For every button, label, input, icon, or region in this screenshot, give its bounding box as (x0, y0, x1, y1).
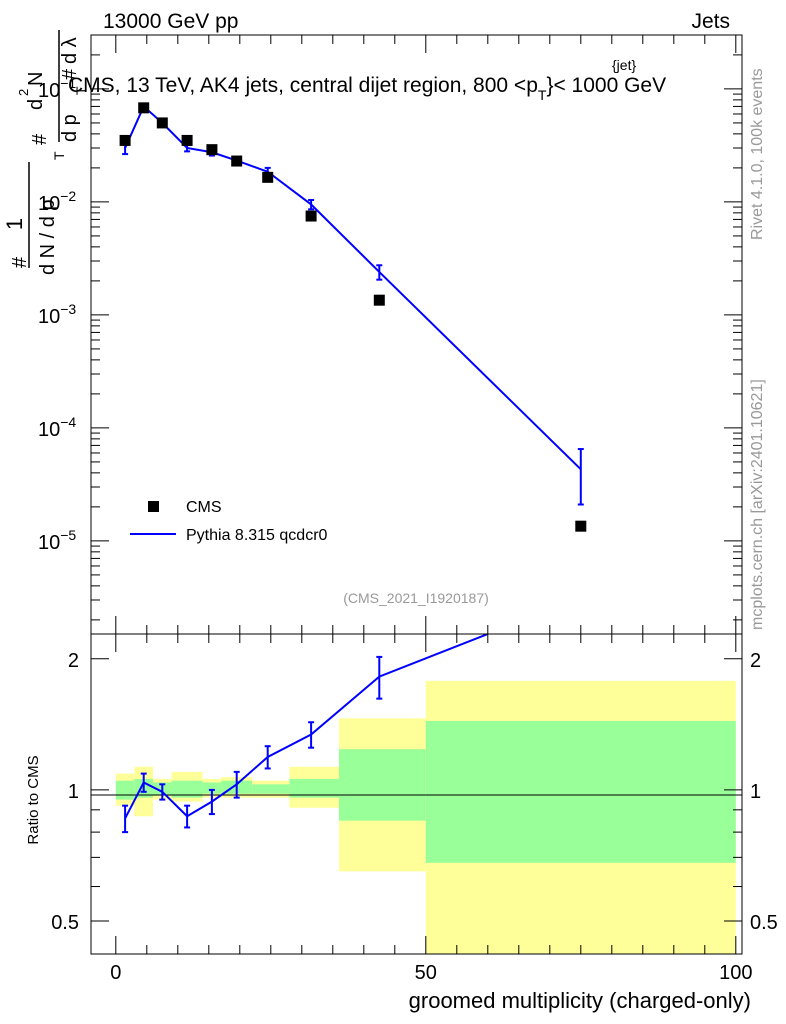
header-right: Jets (691, 10, 730, 33)
ratio-y-tick-labels: 0.5 0.5 1 1 2 2 (51, 650, 778, 934)
inner-band (289, 778, 339, 798)
ratio-y-axis-label: Ratio to CMS (25, 755, 42, 844)
uncertainty-bands (115, 680, 736, 954)
plot-title: CMS, 13 TeV, AK4 jets, central dijet reg… (68, 74, 666, 103)
legend-cms-label: CMS (186, 499, 222, 516)
y-tick-label: 10−1 (38, 75, 76, 102)
ylabel-dN: d N / d p (37, 199, 59, 275)
y-tick-label: 10−5 (38, 527, 76, 554)
inner-band (252, 784, 290, 794)
title-sub: T (538, 87, 547, 103)
y-tick-label: 10−3 (38, 301, 76, 328)
main-x-ticks (115, 35, 737, 634)
ratio-y-tick-label-left: 1 (68, 781, 79, 803)
main-y-ticks (91, 54, 742, 621)
y-tick-label: 10−4 (38, 414, 76, 441)
source-label: mcplots.cern.ch [arXiv:2401.10621] (749, 379, 766, 630)
cms-point (305, 210, 317, 222)
legend-cms-marker (148, 501, 159, 512)
ratio-series (122, 634, 489, 834)
cms-series (119, 102, 587, 532)
ratio-panel: 0.5 0.5 1 1 2 2 0 50 100 Ratio to CMS groomed m… (25, 633, 778, 1013)
main-y-axis-label: # 1 d N / d p T # d 2 N d p T # d λ (2, 30, 89, 275)
x-tick-label: 0 (110, 962, 121, 984)
cms-point (119, 134, 131, 146)
ylabel-T2: T (73, 86, 89, 95)
cms-point (138, 102, 150, 114)
x-tick-label: 100 (719, 962, 752, 984)
title-sup: {jet} (612, 57, 636, 73)
inner-band (202, 782, 222, 794)
ratio-y-tick-label-right: 1 (750, 781, 761, 803)
legend: CMS Pythia 8.315 qcdcr0 (130, 499, 328, 544)
main-frame (90, 34, 743, 635)
x-axis-label: groomed multiplicity (charged-only) (409, 988, 751, 1013)
inner-band (115, 780, 135, 800)
ratio-y-tick-label-left: 0.5 (51, 912, 79, 934)
ylabel-dlambda: d λ (59, 37, 81, 64)
cms-point (575, 520, 587, 532)
mc-line (124, 104, 582, 471)
ylabel-hash2: # (29, 133, 51, 145)
main-panel: 10−1 10−2 10−3 10−4 10−5 CMS, 13 TeV, AK4 je… (2, 30, 743, 635)
header-left: 13000 GeV pp (103, 10, 238, 33)
ratio-y-tick-label-right: 2 (750, 650, 761, 672)
cms-point (156, 117, 168, 129)
title-suffix: }< 1000 GeV (546, 74, 666, 97)
rivet-label: Rivet 4.1.0, 100k events (749, 68, 766, 240)
ratio-y-ticks (91, 658, 742, 922)
ratio-y-tick-label-right: 0.5 (750, 912, 778, 934)
inner-band (171, 780, 203, 798)
cms-point (373, 294, 385, 306)
ratio-line (124, 634, 489, 819)
inner-band (339, 749, 426, 821)
ratio-x-ticks (115, 634, 737, 954)
ylabel-top-d: d (25, 99, 47, 110)
cms-point (181, 134, 193, 146)
cms-point (262, 171, 274, 183)
ylabel-hash1: # (9, 256, 31, 268)
ylabel-N: N (25, 72, 47, 86)
mc-series (122, 102, 584, 506)
ratio-y-tick-label-left: 2 (68, 650, 79, 672)
ratio-frame (90, 633, 743, 955)
main-y-tick-labels: 10−1 10−2 10−3 10−4 10−5 (38, 75, 76, 554)
y-tick-label: 10−2 (38, 188, 76, 215)
ylabel-T: T (51, 151, 67, 160)
inner-band (425, 720, 736, 863)
cms-point (231, 155, 243, 167)
analysis-watermark: (CMS_2021_I1920187) (343, 590, 489, 606)
title-prefix: CMS, 13 TeV, AK4 jets, central dijet reg… (68, 74, 538, 97)
ylabel-one: 1 (2, 218, 27, 230)
x-tick-labels: 0 50 100 (110, 962, 752, 984)
ylabel-hash3: # (59, 68, 81, 80)
x-tick-label: 50 (415, 962, 437, 984)
ylabel-dp: d p (59, 114, 81, 142)
ylabel-sup2: 2 (16, 89, 31, 96)
cms-point (206, 144, 218, 156)
legend-mc-label: Pythia 8.315 qcdcr0 (186, 527, 328, 544)
